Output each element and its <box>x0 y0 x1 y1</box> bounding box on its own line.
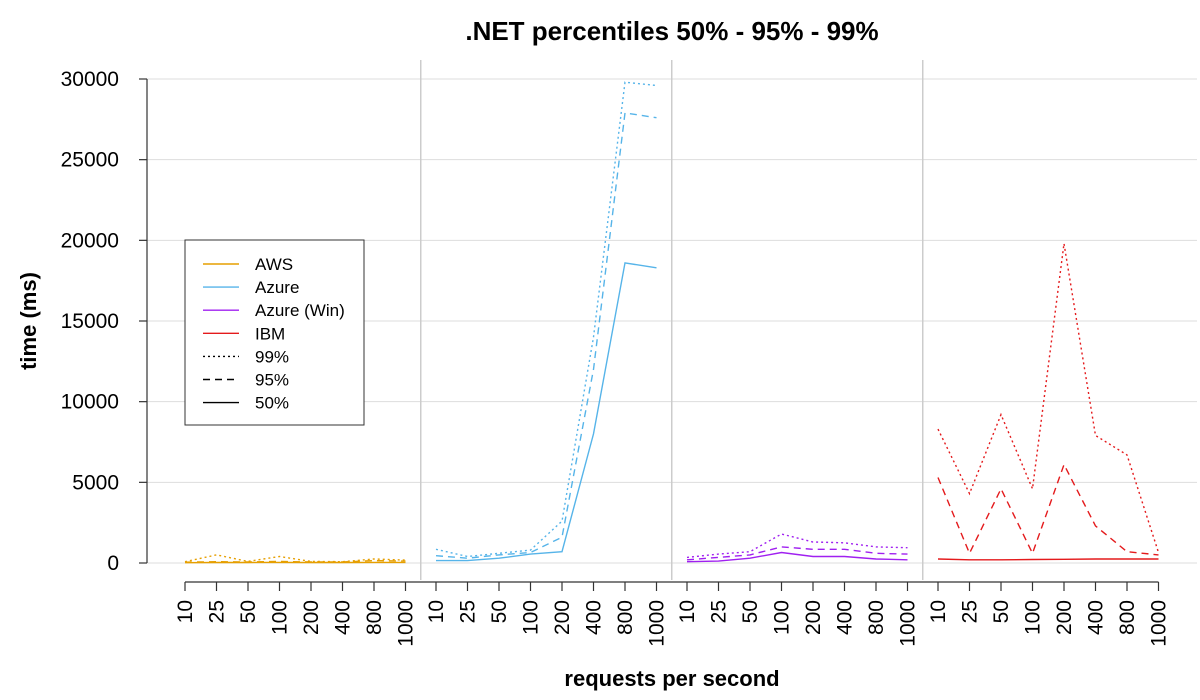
y-tick-label: 10000 <box>61 391 119 414</box>
x-axis-title: requests per second <box>564 666 779 691</box>
x-tick-label: 10 <box>174 600 197 623</box>
legend-label: AWS <box>255 255 293 274</box>
x-tick-label: 1000 <box>646 600 669 647</box>
y-tick-label: 5000 <box>72 471 119 494</box>
x-tick-label: 400 <box>332 600 355 635</box>
x-tick-label: 25 <box>959 600 982 623</box>
x-tick-label: 1000 <box>1148 600 1171 647</box>
y-tick-label: 0 <box>107 552 119 575</box>
x-tick-label: 25 <box>708 600 731 623</box>
x-tick-label: 1000 <box>897 600 920 647</box>
x-tick-label: 100 <box>771 600 794 635</box>
panel-separators <box>420 60 924 580</box>
x-tick-label: 200 <box>300 600 323 635</box>
x-tick-label: 400 <box>583 600 606 635</box>
x-tick-label: 25 <box>206 600 229 623</box>
axes: 0 5000 10000 15000 20000 25000 30000 10 25 50 100 2… <box>61 68 1171 647</box>
legend-label: Azure <box>255 278 299 297</box>
x-tick-label: 400 <box>834 600 857 635</box>
x-tick-label: 200 <box>1053 600 1076 635</box>
x-tick-label: 1000 <box>395 600 418 647</box>
x-tick-label: 50 <box>990 600 1013 623</box>
y-tick-label: 25000 <box>61 149 119 172</box>
x-tick-label: 50 <box>739 600 762 623</box>
legend-box <box>184 239 365 426</box>
x-tick-label: 100 <box>269 600 292 635</box>
series-line-aws-95 <box>184 559 406 563</box>
y-tick-label: 20000 <box>61 229 119 252</box>
x-tick-label: 10 <box>425 600 448 623</box>
series-line-azure-win-50 <box>686 551 908 563</box>
y-tick-label: 30000 <box>61 68 119 91</box>
legend-label: Azure (Win) <box>255 301 345 320</box>
series-line-azure-50 <box>436 262 657 562</box>
legend-label: IBM <box>255 324 285 343</box>
x-tick-label: 800 <box>865 600 888 635</box>
chart-title: .NET percentiles 50% - 95% - 99% <box>465 16 878 46</box>
series-line-ibm-95 <box>937 462 1159 556</box>
x-tick-label: 10 <box>676 600 699 623</box>
y-axis-title: time (ms) <box>16 272 41 370</box>
legend-label: 50% <box>255 394 289 413</box>
series-line-ibm-99 <box>937 243 1160 553</box>
x-tick-label: 50 <box>488 600 511 623</box>
x-tick-label: 100 <box>520 600 543 635</box>
series-line-azure-win-95 <box>686 546 908 561</box>
x-tick-label: 200 <box>802 600 825 635</box>
x-tick-label: 800 <box>1116 600 1139 635</box>
x-tick-label: 100 <box>1022 600 1045 635</box>
x-tick-label: 25 <box>457 600 480 623</box>
x-tick-label: 800 <box>614 600 637 635</box>
series-layer <box>184 81 1160 564</box>
y-tick-label: 15000 <box>61 310 119 333</box>
x-tick-label: 200 <box>551 600 574 635</box>
x-tick-label: 10 <box>927 600 950 623</box>
series-line-azure-win-99 <box>686 533 908 559</box>
x-tick-label: 50 <box>237 600 260 623</box>
series-line-azure-99 <box>435 81 657 558</box>
series-line-azure-95 <box>435 112 657 559</box>
legend-label: 95% <box>255 371 289 390</box>
legend: AWS Azure Azure (Win) IBM 99% 95% 50% <box>184 239 365 426</box>
x-tick-label: 400 <box>1085 600 1108 635</box>
x-tick-label: 800 <box>363 600 386 635</box>
series-line-aws-99 <box>184 554 406 563</box>
series-line-ibm-50 <box>937 558 1159 561</box>
legend-label: 99% <box>255 347 289 366</box>
